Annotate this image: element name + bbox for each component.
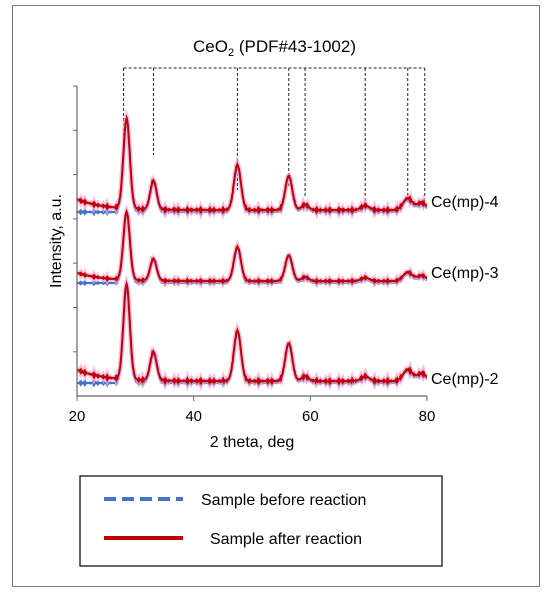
title-reference: (PDF#43-1002) [234,37,356,56]
sample-label: Ce(mp)-2 [431,371,499,388]
reference-peak-lines [123,67,426,205]
legend: Sample before reaction Sample after react… [104,492,366,548]
x-axis-ticks: 20 40 60 80 [69,396,436,425]
title-main: CeO [193,37,228,56]
sample-label: Ce(mp)-3 [431,265,499,282]
sample-label: Ce(mp)-4 [431,194,499,211]
y-axis-label: Intensity, a.u. [48,194,65,288]
chart-title: CeO2 (PDF#43-1002) [193,37,356,59]
xrd-curves [75,108,429,392]
y-axis-ticks [73,85,77,353]
figure-frame [12,5,540,587]
curve-after-reaction [76,114,428,215]
sample-labels: Ce(mp)-4 Ce(mp)-3 Ce(mp)-2 [431,194,499,388]
x-tick-label: 40 [185,408,202,425]
x-tick-label: 80 [419,408,436,425]
legend-label-before: Sample before reaction [201,492,366,509]
curve-after-reaction [76,208,428,285]
legend-box [79,475,443,567]
x-tick-label: 60 [302,408,319,425]
x-axis-label: 2 theta, deg [210,434,295,451]
legend-label-after: Sample after reaction [210,531,362,548]
x-tick-label: 20 [69,408,86,425]
title-subscript: 2 [228,47,234,59]
curve-after-reaction [76,280,428,386]
